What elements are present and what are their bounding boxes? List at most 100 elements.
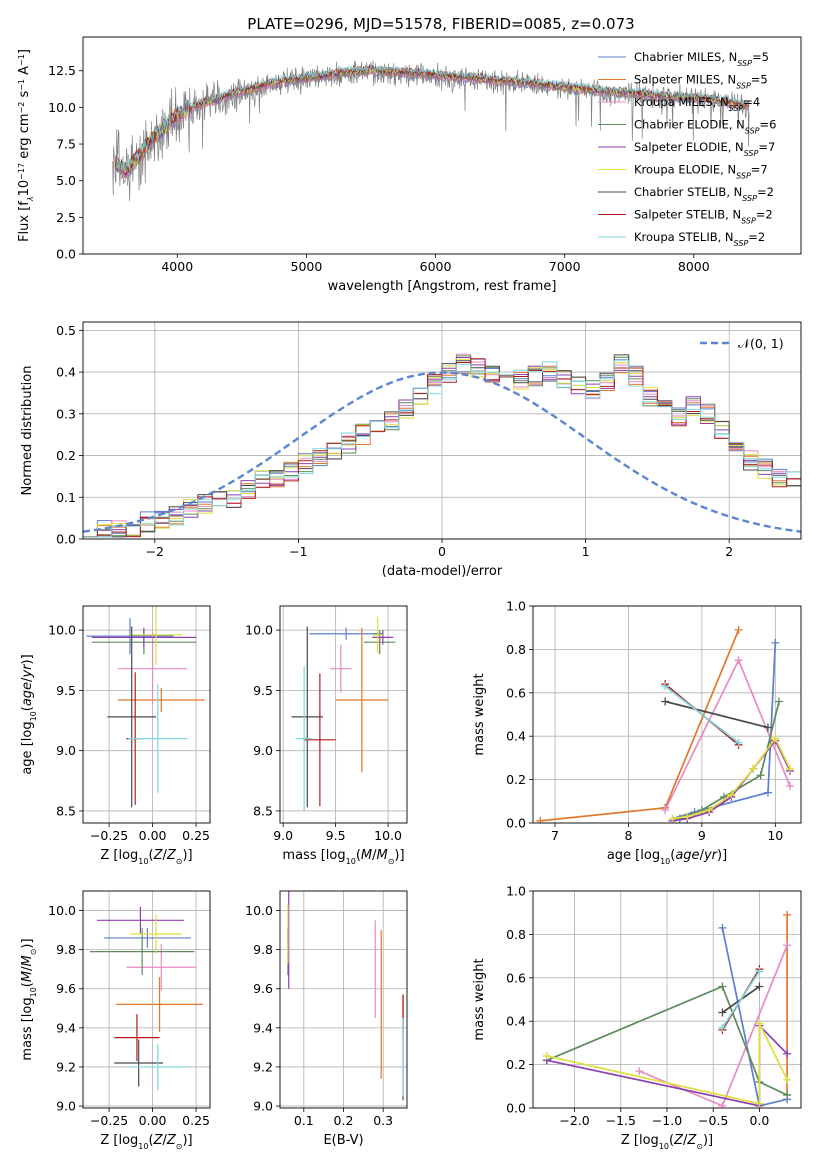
weight_vs_Z-line-KrE bbox=[546, 1023, 788, 1105]
weight_vs_Z-ytick-label: 0.2 bbox=[506, 1057, 526, 1072]
weight_vs_age-marker-KrE bbox=[749, 764, 758, 773]
weight_vs_Z-xtick-label: −2.0 bbox=[559, 1113, 589, 1128]
residuals-ytick-label: 0.5 bbox=[56, 323, 76, 338]
weight_vs_Z-xtick-label: −1.0 bbox=[652, 1113, 682, 1128]
spectrum-xtick-label: 7000 bbox=[549, 259, 581, 274]
residuals-xtick-label: 1 bbox=[582, 544, 590, 559]
spectrum-frame: 4000 5000 6000 7000 8000 0.0 2.5 5.0 7.5 10.0 12.5… bbox=[17, 36, 802, 294]
mass_vs_ebv-ytick-label: 9.8 bbox=[253, 942, 273, 957]
weight_vs_Z-line-KrS bbox=[721, 970, 761, 1029]
spectrum-xtick-label: 5000 bbox=[291, 259, 323, 274]
weight_vs_age-line-KrS bbox=[664, 685, 740, 744]
spectrum-ytick-label: 7.5 bbox=[56, 137, 76, 152]
weight_vs_age-marker-KrE bbox=[705, 805, 714, 814]
weight_vs_age-marker-KrM bbox=[785, 782, 794, 791]
mass_vs_ebv-xtick-label: 0.2 bbox=[334, 1113, 354, 1128]
spectrum-xtick-label: 4000 bbox=[161, 259, 193, 274]
weight_vs_age-xtick-label: 9 bbox=[698, 828, 706, 843]
age_vs_mass-ytick-label: 9.0 bbox=[253, 743, 273, 758]
legend-label-SaM: Salpeter MILES, NSSP=5 bbox=[634, 73, 768, 91]
residuals-frame: −2 −1 0 1 2 0.0 0.1 0.2 0.3 0.4 0.5 (data-model)/er… bbox=[20, 321, 802, 579]
weight_vs_Z-marker-ChS bbox=[718, 1008, 727, 1017]
weight_vs_age-marker-ChS bbox=[661, 697, 670, 706]
residuals-ytick-label: 0.0 bbox=[56, 532, 76, 547]
weight_vs_age-xtick-label: 7 bbox=[551, 828, 559, 843]
age_vs_Z-ytick-label: 10.0 bbox=[48, 623, 76, 638]
mass_vs_ebv-ytick-label: 9.4 bbox=[253, 1020, 273, 1035]
mass_vs_Z-ytick-label: 9.8 bbox=[56, 942, 76, 957]
weight_vs_age-ylabel: mass weight bbox=[472, 673, 487, 755]
weight_vs_age-marker-KrE bbox=[785, 764, 794, 773]
weight_vs_age-marker-KrS bbox=[734, 738, 743, 747]
legend-label-KrE: Kroupa ELODIE, NSSP=7 bbox=[634, 163, 768, 181]
spectrum-ytick-label: 0.0 bbox=[56, 247, 76, 262]
residuals-ytick-label: 0.3 bbox=[56, 406, 76, 421]
legend-label-SaE: Salpeter ELODIE, NSSP=7 bbox=[634, 140, 775, 158]
mass_vs_ebv-ytick-label: 9.2 bbox=[253, 1059, 273, 1074]
weight_vs_Z-ytick-label: 0.4 bbox=[506, 1014, 526, 1029]
weight_vs_Z-plot bbox=[542, 910, 792, 1108]
age_vs_Z-frame: −0.25 0.00 0.25 8.5 9.0 9.5 10.0 Z [log10(Z/Z⊙)… bbox=[20, 605, 211, 866]
spectrum-model-KrS bbox=[115, 64, 750, 174]
weight_vs_Z-frame: −2.0 −1.5 −1.0 −0.5 0.0 0.0 0.2 0.4 0.6 0.8 1.0 Z [… bbox=[472, 884, 802, 1151]
mass_vs_Z-xtick-label: −0.25 bbox=[90, 1113, 128, 1128]
residuals-ylabel: Normed distribution bbox=[20, 366, 35, 496]
weight_vs_age-line-ChM bbox=[672, 642, 777, 820]
weight_vs_age-marker-KrE bbox=[771, 734, 780, 743]
legend-label-normal: 𝒩(0, 1) bbox=[738, 336, 784, 351]
age_vs_Z-ylabel: age [log10(age/yr)] bbox=[20, 654, 38, 774]
spectrum-border bbox=[82, 36, 802, 255]
weight_vs_Z-line-ChE bbox=[546, 985, 788, 1096]
weight_vs_Z-marker-ChM bbox=[718, 923, 727, 932]
weight_vs_age-ytick-label: 0.4 bbox=[506, 729, 526, 744]
age_vs_mass-xtick-label: 9.0 bbox=[273, 828, 293, 843]
age_vs_Z-xlabel: Z [log10(Z/Z⊙)] bbox=[100, 848, 192, 866]
mass_vs_Z-ytick-label: 10.0 bbox=[48, 903, 76, 918]
residuals-xtick-label: −1 bbox=[289, 544, 307, 559]
mass_vs_Z-xlabel: Z [log10(Z/Z⊙)] bbox=[100, 1133, 192, 1151]
spectrum-plot bbox=[112, 60, 750, 202]
weight_vs_age-xtick-label: 8 bbox=[624, 828, 632, 843]
weight_vs_Z-ytick-label: 0.6 bbox=[506, 970, 526, 985]
age_vs_mass-xlabel: mass [log10(M/M⊙)] bbox=[282, 848, 404, 866]
normal-reference-curve bbox=[83, 371, 801, 533]
legend-label-KrS: Kroupa STELIB, NSSP=2 bbox=[634, 230, 765, 248]
age_vs_Z-plot bbox=[86, 606, 205, 808]
mass_vs_ebv-xlabel: E(B-V) bbox=[323, 1133, 363, 1148]
weight_vs_Z-ytick-label: 0.8 bbox=[506, 927, 526, 942]
weight_vs_Z-ytick-label: 0.0 bbox=[506, 1101, 526, 1116]
mass_vs_ebv-ytick-label: 10.0 bbox=[245, 903, 273, 918]
weight_vs_age-marker-ChE bbox=[756, 771, 765, 780]
legend-label-ChE: Chabrier ELODIE, NSSP=6 bbox=[634, 118, 776, 136]
weight_vs_age-marker-ChM bbox=[763, 788, 772, 797]
mass_vs_ebv-xtick-label: 0.3 bbox=[373, 1113, 393, 1128]
residuals-ytick-label: 0.4 bbox=[56, 365, 76, 380]
residual-hist-KrS bbox=[83, 359, 801, 538]
weight_vs_Z-marker-KrM bbox=[783, 941, 792, 950]
legend-label-ChM: Chabrier MILES, NSSP=5 bbox=[634, 50, 769, 68]
weight_vs_age-ytick-label: 1.0 bbox=[506, 599, 526, 614]
weight_vs_Z-marker-ChE bbox=[783, 1090, 792, 1099]
mass_vs_ebv-plot bbox=[287, 891, 404, 1101]
age_vs_mass-border bbox=[279, 605, 408, 824]
age_vs_Z-ytick-label: 9.0 bbox=[56, 743, 76, 758]
age_vs_mass-xtick-label: 10.0 bbox=[374, 828, 402, 843]
mass_vs_Z-frame: −0.25 0.00 0.25 9.0 9.2 9.4 9.6 9.8 10.0 Z [log10… bbox=[20, 890, 211, 1151]
spectrum-ytick-label: 5.0 bbox=[56, 173, 76, 188]
age_vs_mass-ytick-label: 9.5 bbox=[253, 683, 273, 698]
weight_vs_age-marker-ChS bbox=[763, 723, 772, 732]
residuals-xtick-label: 0 bbox=[438, 544, 446, 559]
age_vs_Z-xtick-label: 0.25 bbox=[182, 828, 210, 843]
weight_vs_Z-marker-KrM bbox=[635, 1067, 644, 1076]
weight_vs_Z-marker-ChS bbox=[755, 982, 764, 991]
weight_vs_age-plot bbox=[536, 625, 794, 823]
mass_vs_Z-plot bbox=[89, 906, 204, 1091]
age_vs_Z-ytick-label: 8.5 bbox=[56, 803, 76, 818]
weight_vs_Z-marker-KrM bbox=[718, 1101, 727, 1108]
residuals-xlabel: (data-model)/error bbox=[382, 564, 503, 579]
age_vs_mass-ytick-label: 10.0 bbox=[245, 623, 273, 638]
mass_vs_ebv-xtick-label: 0.1 bbox=[294, 1113, 314, 1128]
weight_vs_age-marker-KrS bbox=[661, 682, 670, 691]
mass_vs_ebv-axes bbox=[280, 891, 407, 1108]
